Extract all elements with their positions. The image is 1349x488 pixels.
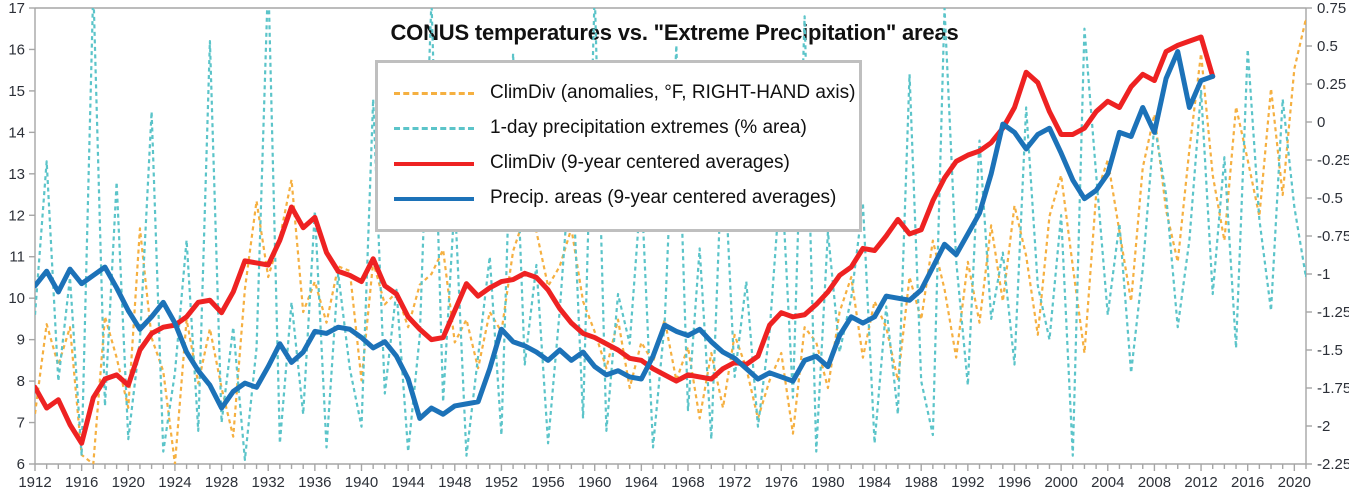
legend-item-label: ClimDiv (9-year centered averages) bbox=[490, 151, 790, 173]
legend-swatch-icon bbox=[394, 191, 474, 205]
x-axis-tick-label: 1948 bbox=[438, 474, 471, 488]
x-axis-tick-label: 1956 bbox=[531, 474, 564, 488]
x-axis-tick-label: 1916 bbox=[65, 474, 98, 488]
x-axis-tick-label: 1996 bbox=[998, 474, 1031, 488]
chart-title: CONUS temperatures vs. "Extreme Precipit… bbox=[390, 20, 959, 45]
y-axis-left-tick-label: 6 bbox=[17, 456, 25, 473]
x-axis-tick-label: 1964 bbox=[625, 474, 658, 488]
legend-swatch-icon bbox=[394, 86, 474, 100]
y-axis-left-tick-label: 16 bbox=[8, 41, 25, 58]
chart-legend: ClimDiv (anomalies, °F, RIGHT-HAND axis)… bbox=[375, 60, 862, 232]
y-axis-right-tick-label: 0 bbox=[1317, 114, 1325, 131]
x-axis-tick-label: 1976 bbox=[765, 474, 798, 488]
x-axis-tick-label: 2016 bbox=[1231, 474, 1264, 488]
y-axis-left-tick-label: 11 bbox=[9, 249, 25, 266]
y-axis-right-tick-label: 0.25 bbox=[1317, 76, 1346, 93]
x-axis-tick-label: 1920 bbox=[112, 474, 145, 488]
legend-swatch-icon bbox=[394, 156, 474, 170]
y-axis-right-tick-label: -0.75 bbox=[1317, 228, 1349, 245]
y-axis-right-tick-label: -1.75 bbox=[1317, 380, 1349, 397]
series-precip_smoothed bbox=[35, 49, 1216, 421]
y-axis-left-tick-label: 12 bbox=[8, 207, 25, 224]
series-climdiv_annual bbox=[35, 17, 1306, 464]
legend-swatch-icon bbox=[394, 121, 474, 135]
y-axis-left-tick-label: 14 bbox=[8, 124, 25, 141]
y-axis-left-tick-label: 17 bbox=[8, 0, 25, 17]
y-axis-right-tick-label: -1 bbox=[1317, 266, 1330, 283]
legend-item-label: ClimDiv (anomalies, °F, RIGHT-HAND axis) bbox=[490, 81, 856, 103]
x-axis-tick-label: 1972 bbox=[718, 474, 751, 488]
legend-item-label: Precip. areas (9-year centered averages) bbox=[490, 186, 837, 208]
x-axis-tick-label: 1968 bbox=[671, 474, 704, 488]
x-axis-tick-label: 1944 bbox=[391, 474, 424, 488]
series-climdiv_smoothed bbox=[35, 34, 1216, 446]
y-axis-left-tick-label: 9 bbox=[17, 332, 25, 349]
y-axis-right-tick-label: -2.25 bbox=[1317, 456, 1349, 473]
x-axis-tick-label: 1984 bbox=[858, 474, 891, 488]
y-axis-left-tick-label: 7 bbox=[17, 415, 25, 432]
y-axis-left-tick-label: 10 bbox=[8, 290, 25, 307]
x-axis-tick-label: 2012 bbox=[1184, 474, 1217, 488]
x-axis-tick-label: 2020 bbox=[1278, 474, 1311, 488]
legend-item-2[interactable]: ClimDiv (9-year centered averages) bbox=[378, 145, 859, 180]
y-axis-right-tick-label: 0.5 bbox=[1317, 38, 1338, 55]
legend-item-1[interactable]: 1-day precipitation extremes (% area) bbox=[378, 110, 859, 145]
x-axis-tick-label: 1952 bbox=[485, 474, 518, 488]
x-axis-tick-label: 1936 bbox=[298, 474, 331, 488]
x-axis-tick-label: 2000 bbox=[1044, 474, 1077, 488]
y-axis-right-tick-label: -0.25 bbox=[1317, 152, 1349, 169]
y-axis-left-tick-label: 8 bbox=[17, 373, 25, 390]
y-axis-left-tick-label: 15 bbox=[8, 83, 25, 100]
x-axis-tick-label: 1980 bbox=[811, 474, 844, 488]
legend-item-3[interactable]: Precip. areas (9-year centered averages) bbox=[378, 180, 859, 215]
y-axis-right-tick-label: 0.75 bbox=[1317, 0, 1346, 17]
y-axis-left-tick-label: 13 bbox=[8, 166, 25, 183]
x-axis-tick-label: 1932 bbox=[252, 474, 285, 488]
legend-item-label: 1-day precipitation extremes (% area) bbox=[490, 116, 807, 138]
x-axis-tick-label: 1924 bbox=[158, 474, 191, 488]
x-axis-tick-label: 1960 bbox=[578, 474, 611, 488]
y-axis-right-tick-label: -1.5 bbox=[1317, 342, 1343, 359]
legend-item-0[interactable]: ClimDiv (anomalies, °F, RIGHT-HAND axis) bbox=[378, 75, 859, 110]
y-axis-right-tick-label: -2 bbox=[1317, 418, 1330, 435]
x-axis-tick-label: 1928 bbox=[205, 474, 238, 488]
x-axis-tick-label: 1940 bbox=[345, 474, 378, 488]
x-axis-tick-label: 2004 bbox=[1091, 474, 1124, 488]
y-axis-right-tick-label: -1.25 bbox=[1317, 304, 1349, 321]
x-axis-tick-label: 1992 bbox=[951, 474, 984, 488]
x-axis-tick-label: 1912 bbox=[18, 474, 51, 488]
x-axis-tick-label: 1988 bbox=[905, 474, 938, 488]
series-precip_annual bbox=[35, 8, 1306, 461]
x-axis-tick-label: 2008 bbox=[1138, 474, 1171, 488]
y-axis-right-tick-label: -0.5 bbox=[1317, 190, 1343, 207]
